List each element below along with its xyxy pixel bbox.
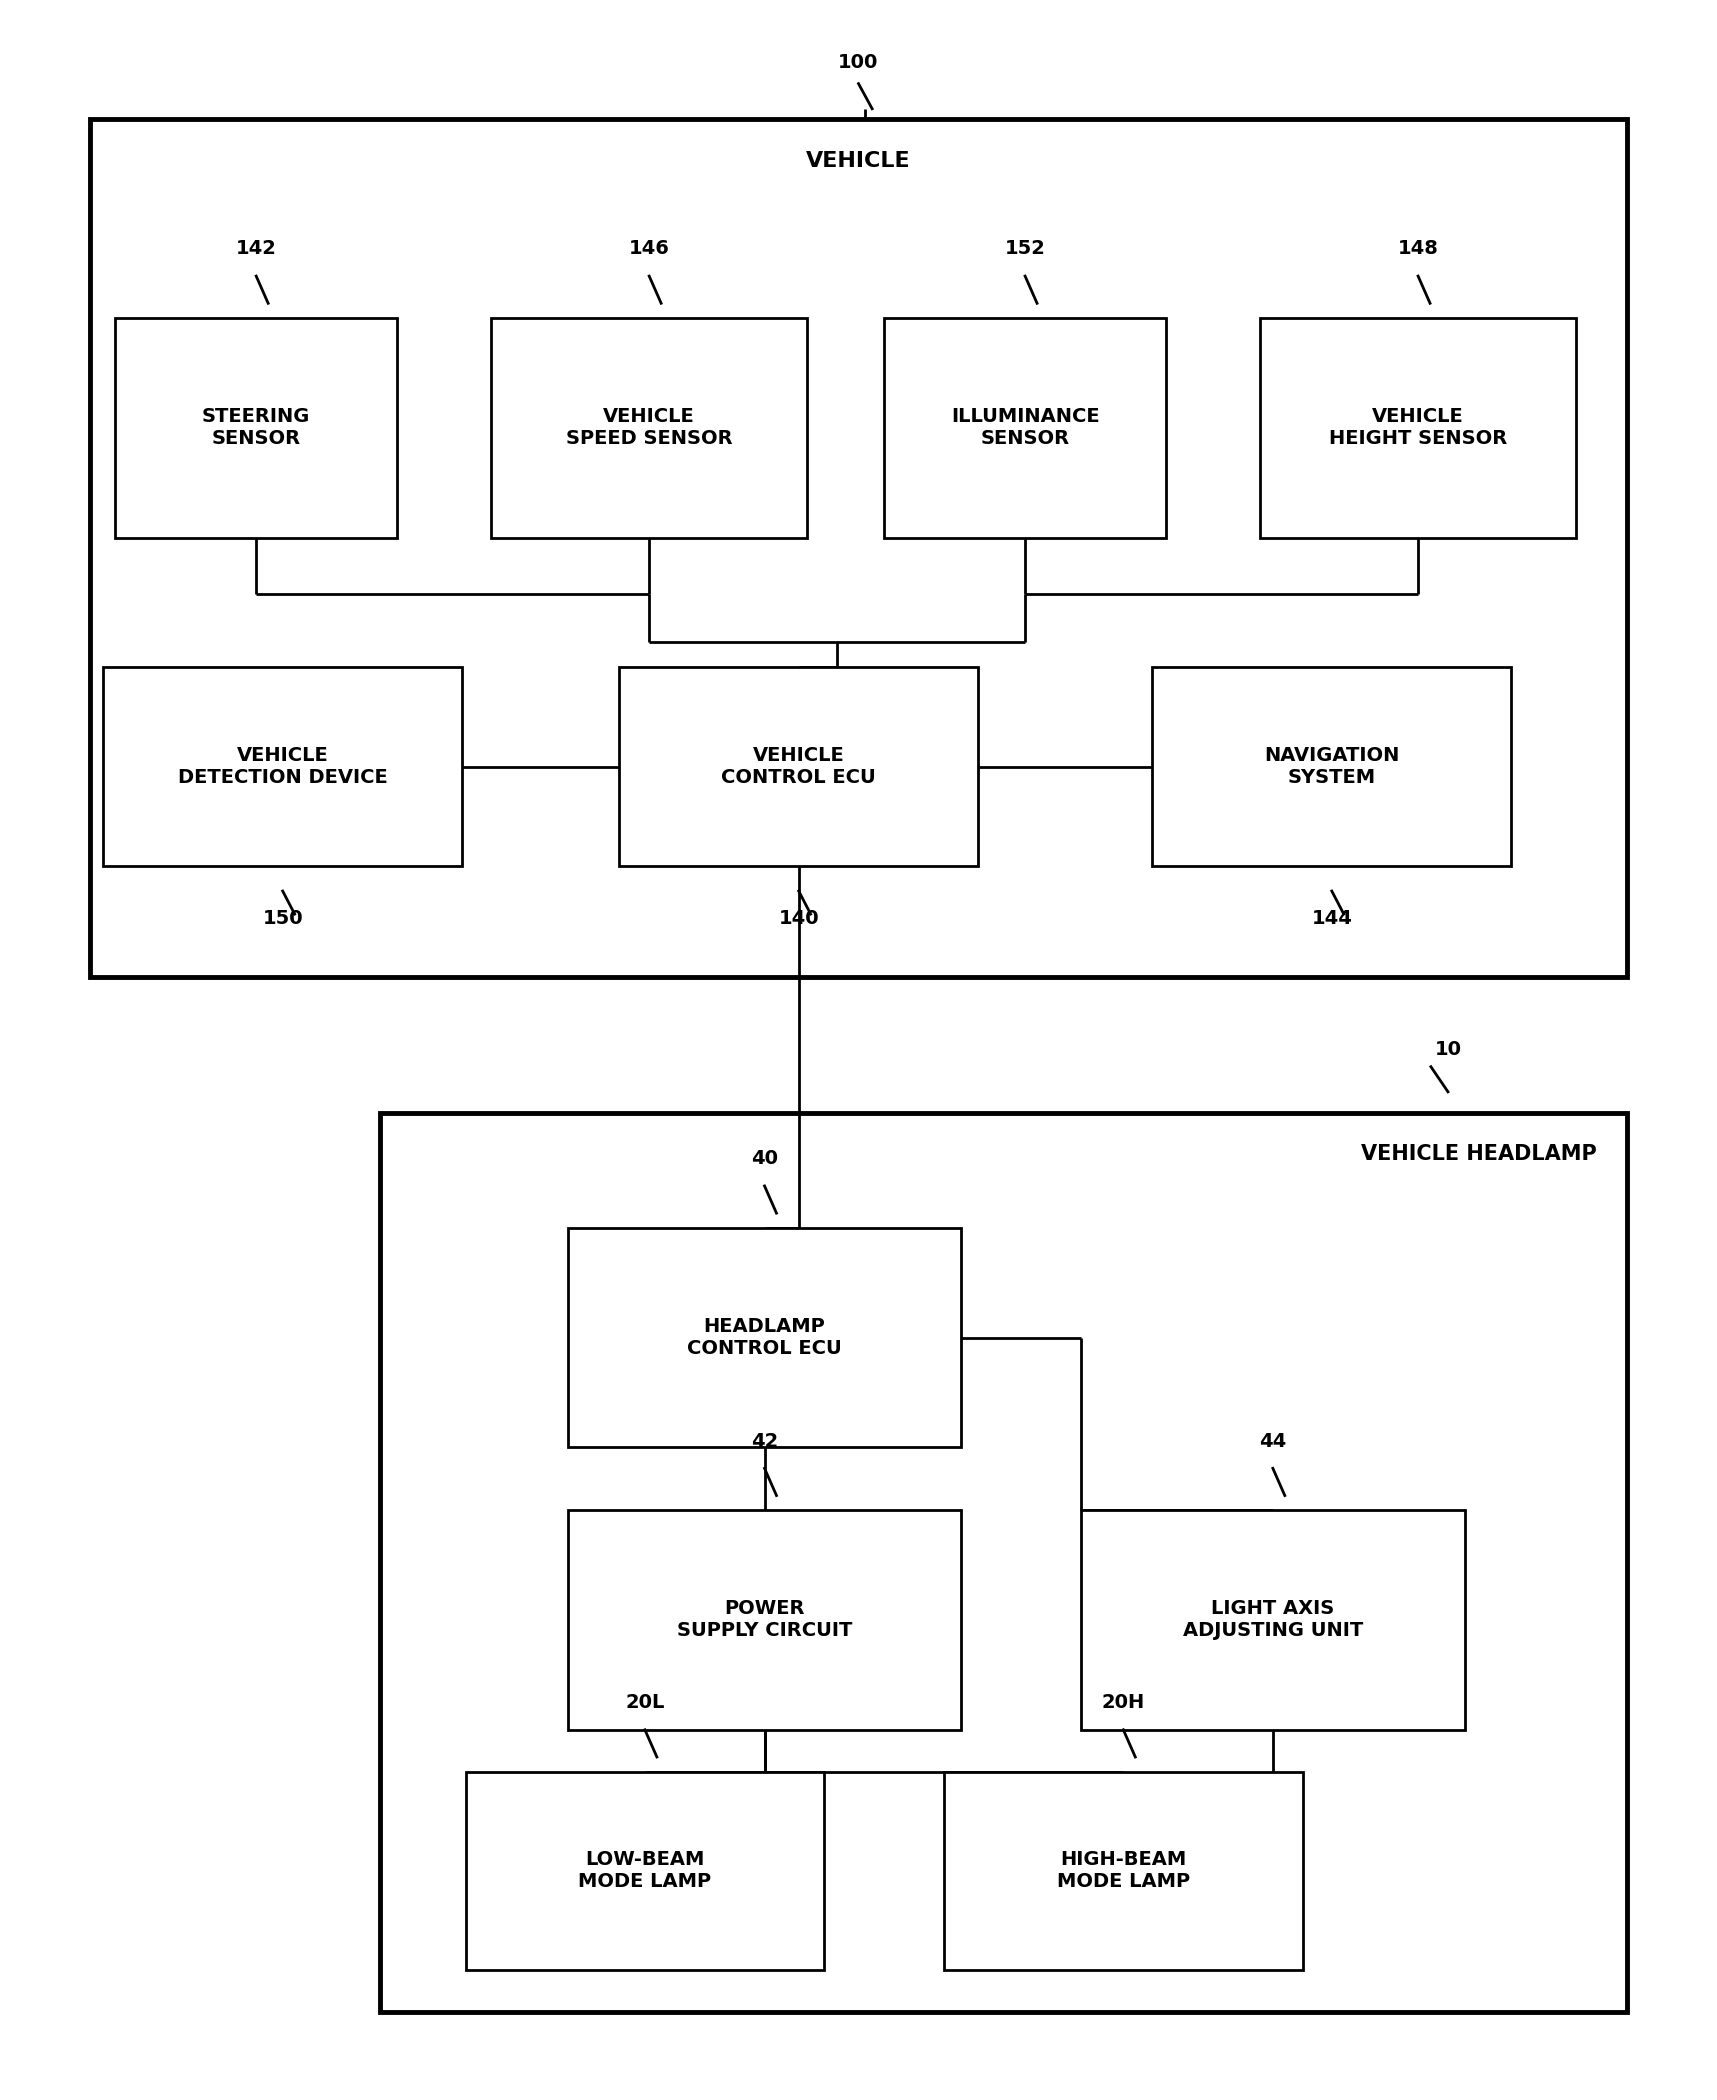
Text: LIGHT AXIS
ADJUSTING UNIT: LIGHT AXIS ADJUSTING UNIT <box>1183 1600 1363 1640</box>
Text: 20H: 20H <box>1102 1693 1145 1712</box>
Text: 10: 10 <box>1434 1040 1461 1060</box>
FancyBboxPatch shape <box>465 1772 824 1970</box>
Text: 146: 146 <box>628 239 670 258</box>
Text: ILLUMINANCE
SENSOR: ILLUMINANCE SENSOR <box>951 407 1099 447</box>
Text: POWER
SUPPLY CIRCUIT: POWER SUPPLY CIRCUIT <box>676 1600 852 1640</box>
Text: 44: 44 <box>1259 1432 1286 1451</box>
Text: 100: 100 <box>838 52 879 71</box>
Text: NAVIGATION
SYSTEM: NAVIGATION SYSTEM <box>1264 746 1399 788</box>
Text: HEADLAMP
CONTROL ECU: HEADLAMP CONTROL ECU <box>687 1317 841 1359</box>
FancyBboxPatch shape <box>944 1772 1303 1970</box>
Text: VEHICLE
DETECTION DEVICE: VEHICLE DETECTION DEVICE <box>179 746 388 788</box>
Text: VEHICLE HEADLAMP: VEHICLE HEADLAMP <box>1362 1144 1597 1163</box>
Text: 42: 42 <box>750 1432 778 1451</box>
FancyBboxPatch shape <box>89 120 1628 977</box>
Text: VEHICLE
HEIGHT SENSOR: VEHICLE HEIGHT SENSOR <box>1329 407 1508 447</box>
Text: 20L: 20L <box>625 1693 664 1712</box>
Text: 140: 140 <box>778 909 819 928</box>
Text: VEHICLE: VEHICLE <box>807 151 910 170</box>
Text: 152: 152 <box>1004 239 1046 258</box>
FancyBboxPatch shape <box>1260 317 1576 538</box>
FancyBboxPatch shape <box>379 1113 1628 2012</box>
FancyBboxPatch shape <box>620 668 979 865</box>
FancyBboxPatch shape <box>103 668 462 865</box>
Text: VEHICLE
SPEED SENSOR: VEHICLE SPEED SENSOR <box>567 407 733 447</box>
FancyBboxPatch shape <box>491 317 807 538</box>
FancyBboxPatch shape <box>884 317 1166 538</box>
Text: VEHICLE
CONTROL ECU: VEHICLE CONTROL ECU <box>721 746 876 788</box>
Text: 150: 150 <box>263 909 302 928</box>
FancyBboxPatch shape <box>568 1228 962 1447</box>
FancyBboxPatch shape <box>115 317 397 538</box>
Text: LOW-BEAM
MODE LAMP: LOW-BEAM MODE LAMP <box>579 1850 711 1892</box>
FancyBboxPatch shape <box>568 1510 962 1730</box>
Text: 40: 40 <box>750 1149 778 1168</box>
Text: 144: 144 <box>1312 909 1353 928</box>
Text: 142: 142 <box>235 239 276 258</box>
Text: HIGH-BEAM
MODE LAMP: HIGH-BEAM MODE LAMP <box>1056 1850 1190 1892</box>
Text: 148: 148 <box>1398 239 1439 258</box>
Text: STEERING
SENSOR: STEERING SENSOR <box>203 407 311 447</box>
FancyBboxPatch shape <box>1080 1510 1465 1730</box>
FancyBboxPatch shape <box>1152 668 1511 865</box>
